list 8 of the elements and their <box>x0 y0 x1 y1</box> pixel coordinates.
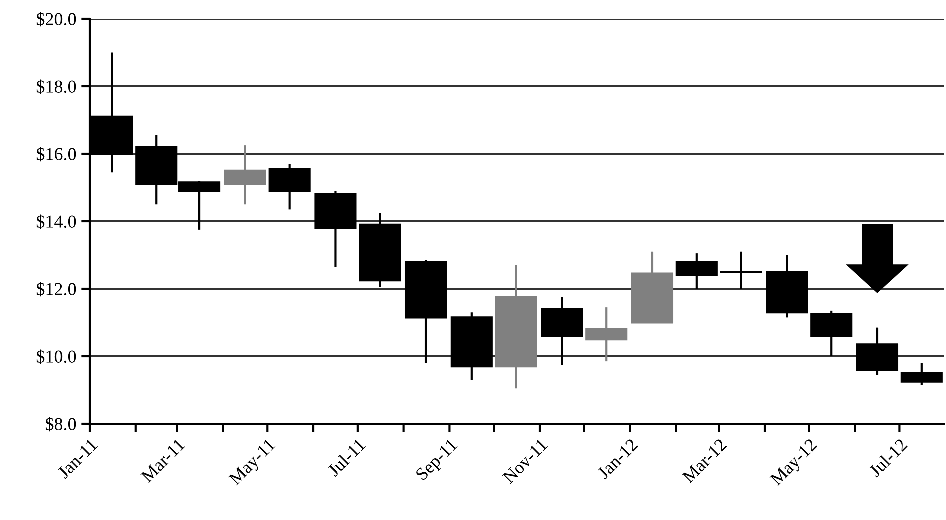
candlestick <box>720 250 762 290</box>
y-tick-label: $8.0 <box>46 417 76 432</box>
y-tick-label: $12.0 <box>36 282 76 297</box>
y-tick-label: $18.0 <box>36 80 76 94</box>
y-tick-label: $16.0 <box>36 147 76 162</box>
y-tick-label: $10.0 <box>36 350 76 364</box>
y-tick-label: $14.0 <box>36 214 76 230</box>
y-tick-label: $20.0 <box>36 12 76 27</box>
